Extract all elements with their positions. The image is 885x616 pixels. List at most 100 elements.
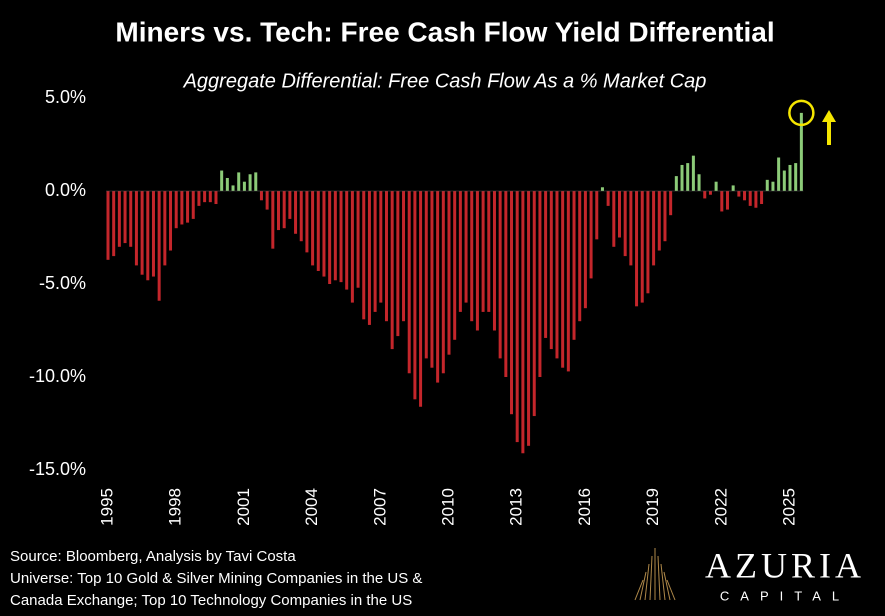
bar (396, 191, 400, 337)
bar (242, 181, 246, 191)
bar (419, 191, 423, 407)
bar (566, 191, 570, 372)
bar (555, 191, 559, 359)
bar (635, 191, 639, 307)
bar (788, 164, 792, 191)
bar (618, 191, 621, 238)
y-tick-label: -15.0% (29, 459, 86, 479)
x-tick-label: 2010 (438, 488, 457, 526)
bar (492, 191, 496, 331)
x-tick-label: 1998 (166, 488, 185, 526)
bar (771, 181, 775, 191)
bar (510, 191, 514, 415)
bar (532, 191, 536, 417)
bar (595, 191, 599, 240)
bar (475, 191, 479, 331)
bar (737, 191, 741, 197)
bar (589, 191, 593, 279)
bar (106, 191, 110, 260)
x-tick-label: 2019 (643, 488, 662, 526)
bar (606, 191, 610, 206)
bar (674, 176, 678, 191)
footnote: Canada Exchange; Top 10 Technology Compa… (10, 592, 412, 609)
y-tick-label: 5.0% (45, 87, 86, 107)
bar (708, 191, 712, 195)
arrow-head (822, 110, 836, 122)
bar (799, 112, 803, 191)
plot: 5.0% 0.0% -5.0% -10.0% -15.0% 1995 1998 2001 200… (29, 87, 804, 526)
bar (146, 191, 150, 281)
bar (663, 191, 667, 242)
bar (720, 191, 724, 212)
bar (413, 191, 417, 400)
bar (652, 191, 656, 266)
bar (134, 191, 138, 266)
bar (561, 191, 565, 368)
bar (214, 191, 218, 205)
bar (254, 172, 258, 191)
bar (259, 191, 263, 201)
bar (782, 170, 786, 191)
logo-name: AZURIA (705, 545, 865, 585)
bar (311, 191, 315, 266)
bar (237, 172, 241, 191)
bar (430, 191, 434, 368)
bar (407, 191, 411, 374)
bar (288, 191, 292, 219)
bar (151, 191, 155, 277)
bar (646, 191, 650, 294)
bar (777, 157, 781, 191)
bar (703, 191, 707, 199)
bar (402, 191, 406, 322)
bar (760, 191, 764, 205)
bar (322, 191, 326, 277)
bar (612, 191, 616, 247)
bar (129, 191, 133, 247)
logo-fan (634, 548, 676, 601)
chart-title: Miners vs. Tech: Free Cash Flow Yield Di… (115, 16, 774, 47)
bar (640, 191, 644, 303)
bar (225, 177, 229, 191)
bar (754, 191, 758, 208)
y-tick-label: -10.0% (29, 366, 86, 386)
bar (186, 191, 190, 223)
bar (157, 191, 161, 301)
bar (572, 191, 576, 340)
bar (294, 191, 298, 234)
bar (174, 191, 178, 229)
bar (271, 191, 275, 249)
bar (458, 191, 462, 312)
bar (794, 163, 798, 191)
bar (578, 191, 582, 322)
bar (669, 191, 673, 216)
bar (680, 164, 684, 191)
bar (339, 191, 343, 283)
bar (197, 191, 201, 206)
bar (208, 191, 212, 203)
bar (600, 187, 604, 191)
bar (299, 191, 303, 242)
bar (350, 191, 354, 303)
bar (748, 191, 752, 206)
bar (277, 191, 280, 231)
bar (725, 191, 729, 210)
bar (697, 174, 701, 191)
bar (504, 191, 508, 377)
bar (316, 191, 320, 271)
bar (498, 191, 502, 359)
bar (464, 191, 468, 303)
bar (265, 191, 269, 210)
bar (356, 191, 360, 288)
bar (549, 191, 553, 350)
bar (453, 191, 457, 340)
bar (220, 170, 224, 191)
x-tick-label: 2013 (507, 488, 526, 526)
bar (163, 191, 167, 266)
bar (623, 191, 627, 257)
bar (691, 155, 695, 191)
bar (248, 174, 252, 191)
bar (328, 191, 332, 284)
bar (714, 181, 718, 191)
bar (765, 179, 769, 191)
